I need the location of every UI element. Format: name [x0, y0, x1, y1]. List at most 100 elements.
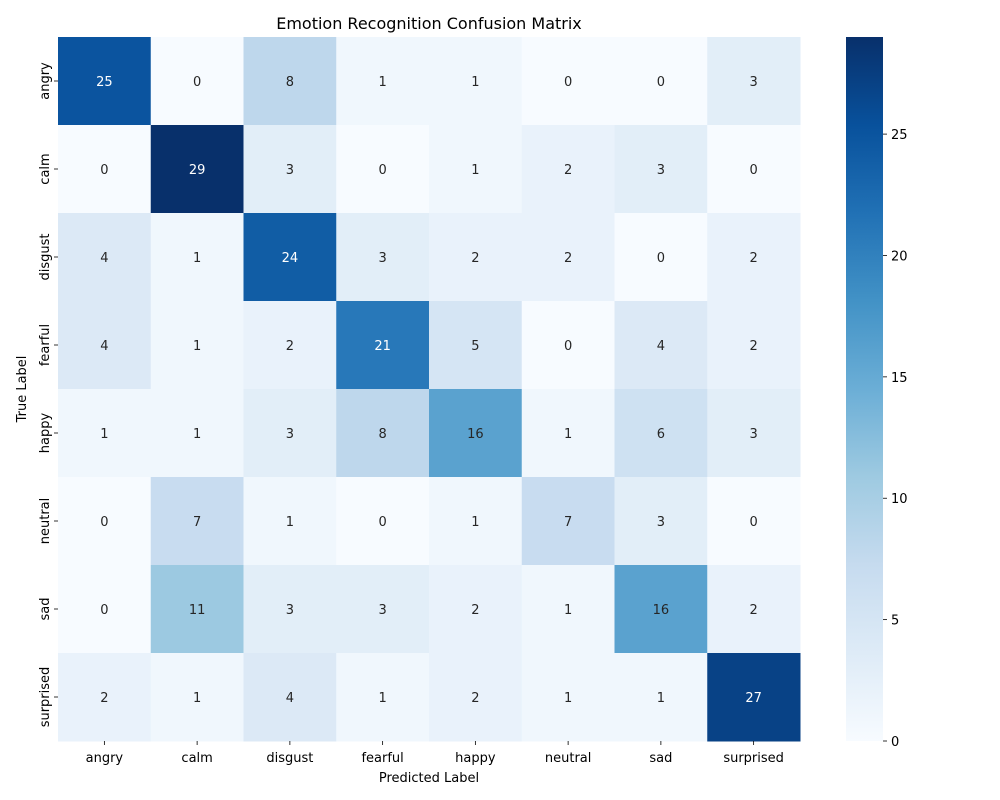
cell-value-label: 2: [564, 163, 572, 178]
heatmap-cell: [614, 389, 708, 478]
cell-value-label: 8: [378, 427, 386, 442]
heatmap-cell: [707, 37, 801, 126]
cell-value-label: 5: [471, 339, 479, 354]
cell-value-label: 1: [564, 691, 572, 706]
cell-value-label: 0: [193, 75, 201, 90]
cell-value-label: 1: [193, 251, 201, 266]
cell-value-label: 0: [100, 163, 108, 178]
colorbar-ticks: 0 5 10 15 20 25: [883, 128, 908, 750]
cell-value-label: 2: [471, 251, 479, 266]
cell-value-label: 2: [286, 339, 294, 354]
cell-value-label: 0: [657, 251, 665, 266]
cell-value-label: 3: [286, 427, 294, 442]
cell-value-label: 1: [193, 339, 201, 354]
heatmap-cell: [521, 301, 615, 390]
cell-value-label: 6: [657, 427, 665, 442]
cell-value-label: 7: [193, 515, 201, 530]
heatmap-cell: [336, 389, 430, 478]
heatmap-cell: [243, 301, 337, 390]
heatmap-cell: [521, 653, 615, 742]
y-tick-label: sad: [38, 598, 53, 621]
x-axis-label: Predicted Label: [379, 771, 479, 786]
x-tick-label: surprised: [723, 751, 784, 766]
x-tick-labels: angry calm disgust fearful happy neutral sad su…: [86, 741, 784, 766]
heatmap-cell: [521, 477, 615, 566]
cell-value-label: 0: [378, 163, 386, 178]
y-tick-label: happy: [38, 412, 53, 453]
heatmap-cell: [614, 213, 708, 302]
cell-value-label: 3: [378, 251, 386, 266]
x-tick-label: calm: [181, 751, 212, 766]
heatmap-cell: [58, 301, 152, 390]
cell-value-label: 16: [653, 603, 670, 618]
cell-value-label: 2: [471, 603, 479, 618]
y-tick-labels: angry calm disgust fearful happy neutral sad su…: [38, 62, 58, 727]
heatmap-cell: [521, 213, 615, 302]
heatmap-cell: [58, 565, 152, 654]
cell-value-label: 16: [467, 427, 484, 442]
heatmap-cell: [243, 213, 337, 302]
heatmap-cell: [707, 653, 801, 742]
cell-value-label: 27: [745, 691, 762, 706]
cell-value-label: 24: [282, 251, 299, 266]
cell-value-label: 4: [100, 251, 108, 266]
cell-value-label: 11: [189, 603, 206, 618]
cell-value-label: 0: [378, 515, 386, 530]
heatmap-cell: [150, 125, 244, 214]
x-tick-label: angry: [86, 751, 124, 766]
heatmap-cells: 25 0 8 1 1 0 0 30 29 3 0 1 2 3 04 1 24 3 2 2 0 24 1 2 21 5 0 4 21 1 3 8…: [58, 37, 801, 742]
heatmap-cell: [614, 653, 708, 742]
y-tick-label: calm: [38, 153, 53, 184]
heatmap-cell: [707, 477, 801, 566]
cell-value-label: 1: [378, 691, 386, 706]
cell-value-label: 3: [378, 603, 386, 618]
heatmap-cell: [429, 125, 523, 214]
cell-value-label: 0: [657, 75, 665, 90]
heatmap-cell: [150, 389, 244, 478]
heatmap-cell: [336, 477, 430, 566]
x-tick-label: sad: [649, 751, 672, 766]
cell-value-label: 1: [193, 691, 201, 706]
heatmap-cell: [243, 653, 337, 742]
heatmap-cell: [707, 213, 801, 302]
heatmap-cell: [243, 389, 337, 478]
cell-value-label: 7: [564, 515, 572, 530]
cell-value-label: 1: [471, 515, 479, 530]
heatmap-cell: [429, 565, 523, 654]
heatmap-cell: [243, 37, 337, 126]
heatmap-cell: [707, 125, 801, 214]
heatmap-cell: [58, 653, 152, 742]
heatmap-cell: [336, 565, 430, 654]
heatmap-cell: [243, 565, 337, 654]
colorbar-tick-label: 15: [891, 371, 908, 386]
heatmap-cell: [58, 125, 152, 214]
chart-title: Emotion Recognition Confusion Matrix: [276, 14, 582, 33]
colorbar-tick-label: 25: [891, 128, 908, 143]
cell-value-label: 1: [100, 427, 108, 442]
cell-value-label: 2: [749, 251, 757, 266]
cell-value-label: 3: [286, 163, 294, 178]
cell-value-label: 4: [100, 339, 108, 354]
cell-value-label: 1: [286, 515, 294, 530]
y-tick-label: disgust: [38, 234, 53, 281]
heatmap-cell: [614, 125, 708, 214]
cell-value-label: 1: [193, 427, 201, 442]
heatmap-cell: [429, 37, 523, 126]
heatmap-cell: [150, 37, 244, 126]
heatmap-cell: [336, 213, 430, 302]
heatmap-cell: [707, 565, 801, 654]
heatmap-cell: [58, 37, 152, 126]
x-tick-label: fearful: [361, 751, 403, 766]
heatmap-cell: [707, 389, 801, 478]
cell-value-label: 4: [657, 339, 665, 354]
heatmap-cell: [614, 301, 708, 390]
x-tick-label: neutral: [545, 751, 592, 766]
heatmap-cell: [429, 213, 523, 302]
cell-value-label: 0: [100, 603, 108, 618]
cell-value-label: 1: [378, 75, 386, 90]
cell-value-label: 1: [564, 603, 572, 618]
cell-value-label: 29: [189, 163, 206, 178]
cell-value-label: 1: [657, 691, 665, 706]
y-tick-label: angry: [38, 62, 53, 100]
cell-value-label: 2: [749, 339, 757, 354]
